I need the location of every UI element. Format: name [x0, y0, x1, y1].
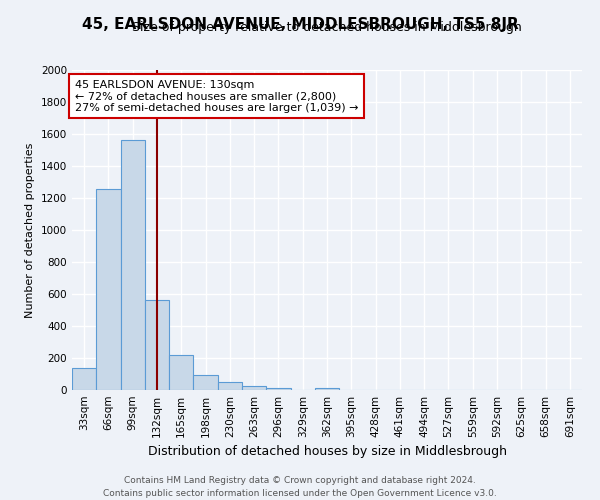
Bar: [72, 368, 96, 390]
Text: 45 EARLSDON AVENUE: 130sqm
← 72% of detached houses are smaller (2,800)
27% of s: 45 EARLSDON AVENUE: 130sqm ← 72% of deta…: [74, 80, 358, 113]
Y-axis label: Number of detached properties: Number of detached properties: [25, 142, 35, 318]
Bar: [96, 189, 121, 390]
Bar: [315, 388, 339, 390]
Bar: [218, 382, 242, 390]
Text: Contains HM Land Registry data © Crown copyright and database right 2024.
Contai: Contains HM Land Registry data © Crown c…: [103, 476, 497, 498]
X-axis label: Distribution of detached houses by size in Middlesbrough: Distribution of detached houses by size …: [148, 446, 506, 458]
Title: Size of property relative to detached houses in Middlesbrough: Size of property relative to detached ho…: [132, 21, 522, 34]
Bar: [121, 140, 145, 390]
Bar: [266, 388, 290, 390]
Bar: [242, 386, 266, 390]
Bar: [145, 300, 169, 390]
Text: 45, EARLSDON AVENUE, MIDDLESBROUGH, TS5 8JR: 45, EARLSDON AVENUE, MIDDLESBROUGH, TS5 …: [82, 18, 518, 32]
Bar: [193, 375, 218, 390]
Bar: [169, 355, 193, 390]
